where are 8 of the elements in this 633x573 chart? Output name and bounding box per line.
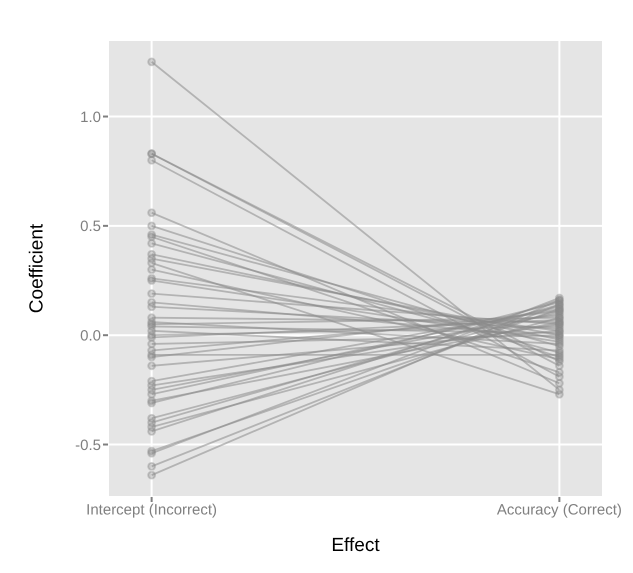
x-axis-title: Effect bbox=[331, 535, 380, 556]
y-axis-title: Coefficient bbox=[26, 223, 48, 314]
y-tick-label: 0.0 bbox=[80, 328, 101, 345]
x-tick-label: Intercept (Incorrect) bbox=[86, 502, 218, 519]
y-tick-label: 0.5 bbox=[80, 218, 101, 236]
y-tick-label: -0.5 bbox=[75, 436, 101, 454]
x-tick-label: Accuracy (Correct) bbox=[496, 502, 622, 519]
y-tick-label: 1.0 bbox=[80, 108, 101, 126]
